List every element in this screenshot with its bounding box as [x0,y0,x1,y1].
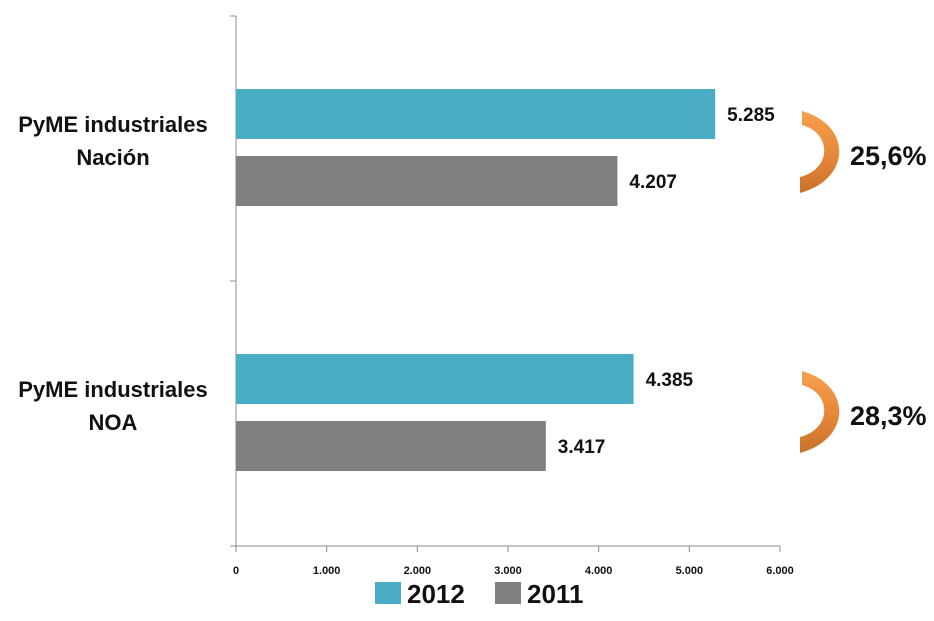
bar-2011-1 [236,156,618,206]
x-tick-label: 5.000 [676,565,704,577]
bar-2011-2 [236,421,546,471]
category-label: PyME industriales Nación [18,112,208,170]
x-tick-label: 4.000 [585,565,613,577]
x-tick-label: 0 [233,565,239,577]
bars [236,89,716,471]
bar-2012-2 [236,354,634,404]
bar-value-label: 4.385 [646,370,694,391]
x-tick-label: 6.000 [766,565,794,577]
growth-percentage: 28,3% [850,401,927,431]
category-labels: PyME industriales Nación PyME industriales… [18,112,208,435]
legend: 2012 2011 [375,579,583,609]
bar-value-label: 5.285 [727,105,775,126]
growth-indicators: 25,6% 28,3% [800,111,927,453]
legend-swatch-2012 [375,582,401,604]
legend-swatch-2011 [495,582,521,604]
data-labels: 5.285 4.385 4.207 3.417 [558,105,775,458]
x-tick-label: 3.000 [494,565,522,577]
category-label: PyME industriales NOA [18,377,208,435]
growth-percentage: 25,6% [850,141,927,171]
bar-2012-1 [236,89,716,139]
axes: 0 1.000 2.000 3.000 4.000 5.000 6.000 [230,15,794,577]
bar-value-label: 4.207 [629,172,677,193]
legend-label: 2011 [527,579,583,609]
growth-arc-icon [800,371,840,453]
growth-arc-icon [800,111,840,193]
x-tick-label: 1.000 [313,565,341,577]
legend-label: 2012 [407,579,465,609]
x-tick-label: 2.000 [404,565,432,577]
bar-value-label: 3.417 [558,437,606,458]
